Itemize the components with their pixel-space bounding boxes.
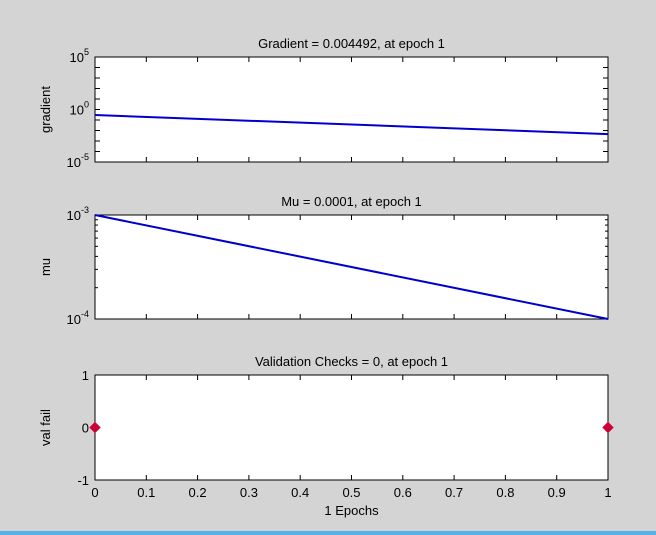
x-tick-label: 0.3 (240, 485, 258, 500)
panel-2: 10-4 10-3 Mu = 0.0001, at epoch 1 mu (38, 194, 609, 327)
x-tick-label: 0.7 (445, 485, 463, 500)
figure-bottom-border (0, 531, 656, 535)
y-tick-label: 105 (70, 47, 89, 65)
x-tick-label: 0.9 (548, 485, 566, 500)
x-axis-label: 1 Epochs (324, 503, 379, 518)
x-tick-label: 0.1 (137, 485, 155, 500)
y-axis-label: mu (38, 258, 53, 276)
panel-title: Gradient = 0.004492, at epoch 1 (258, 36, 445, 51)
x-tick-label: 1 (604, 485, 611, 500)
y-tick-label: 0 (82, 421, 89, 436)
y-tick-label: 100 (70, 100, 89, 118)
plot-area (95, 375, 608, 480)
panel-1: 10-5 100 105 Gradient = 0.004492, at epoch … (38, 36, 609, 170)
x-tick-label: 0.8 (496, 485, 514, 500)
x-tick-label: 0.4 (291, 485, 309, 500)
y-tick-label: 1 (82, 368, 89, 383)
data-point (602, 421, 614, 434)
y-tick-label: 10-4 (67, 309, 89, 327)
panel-title: Validation Checks = 0, at epoch 1 (255, 354, 448, 369)
y-tick-label: 10-3 (67, 205, 89, 223)
series-line (94, 114, 609, 136)
axes-border (94, 56, 609, 163)
y-tick-label: -1 (77, 473, 89, 488)
y-axis-label: val fail (38, 409, 53, 446)
x-tick-label: 0.5 (342, 485, 360, 500)
x-tick-label: 0 (91, 485, 98, 500)
y-tick-label: 10-5 (67, 152, 89, 170)
x-tick-label: 0.6 (394, 485, 412, 500)
y-axis-label: gradient (38, 86, 53, 133)
x-tick-label: 0.2 (189, 485, 207, 500)
data-point (89, 421, 101, 434)
plot-area (95, 57, 608, 162)
series-line (94, 214, 609, 320)
axes-border (94, 214, 609, 320)
panel-title: Mu = 0.0001, at epoch 1 (281, 194, 422, 209)
